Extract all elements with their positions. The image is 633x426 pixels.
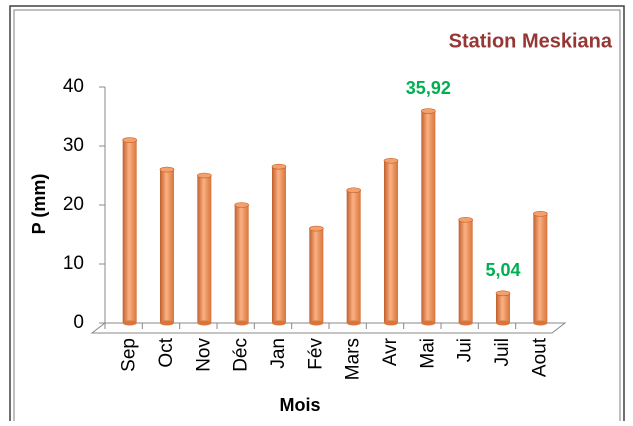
bar-top <box>458 216 473 223</box>
frame-inner <box>13 9 621 426</box>
bar-top <box>346 187 361 194</box>
bar <box>272 166 286 323</box>
bar-base <box>272 320 286 326</box>
bar-base <box>197 320 212 326</box>
bar-base <box>384 320 398 326</box>
bar <box>234 205 249 323</box>
x-tick-label: Jan <box>268 338 289 369</box>
bar-top <box>234 202 249 208</box>
bar-base <box>346 320 361 326</box>
bar-base <box>421 320 436 326</box>
bar-base <box>122 320 137 326</box>
x-tick-label: Nov <box>193 338 214 372</box>
x-tick-label: Fév <box>305 338 326 370</box>
bar-top <box>533 211 548 217</box>
y-axis-label: P (mm) <box>29 174 49 235</box>
bar-base <box>234 320 249 326</box>
y-tick-label: 10 <box>63 253 84 274</box>
bar-top <box>197 172 212 179</box>
y-tick-label: 30 <box>63 135 84 156</box>
x-tick-label: Aout <box>529 337 550 377</box>
y-tick-label: 20 <box>63 194 84 215</box>
bar-top <box>122 137 137 143</box>
x-tick-label: Jui <box>455 338 476 362</box>
bar <box>309 228 324 323</box>
x-tick-label: Sep <box>119 338 140 372</box>
value-label: 5,04 <box>485 260 520 280</box>
bar <box>496 293 510 323</box>
bar-base <box>533 320 548 326</box>
floor <box>90 322 567 334</box>
bar <box>421 111 436 324</box>
bar-top <box>271 163 287 170</box>
bar <box>458 219 473 323</box>
bar-base <box>309 320 324 326</box>
bar <box>122 140 137 323</box>
bar-base <box>160 320 174 326</box>
x-axis-label: Mois <box>279 395 320 415</box>
bar-base <box>496 320 510 326</box>
x-tick-label: Oct <box>156 337 177 367</box>
frame <box>9 5 625 426</box>
y-tick-label: 40 <box>63 76 84 97</box>
bar-top <box>495 290 511 297</box>
bar <box>346 190 361 323</box>
x-tick-label: Mars <box>343 338 364 380</box>
bar-top <box>421 108 436 114</box>
y-tick-label: 0 <box>73 312 84 333</box>
x-tick-label: Juil <box>492 338 513 367</box>
bar <box>197 175 212 323</box>
bar <box>160 169 174 323</box>
bar <box>384 160 398 323</box>
x-tick-label: Avr <box>380 337 401 366</box>
bar-base <box>458 320 473 326</box>
x-tick-label: Mai <box>417 338 438 369</box>
bar-top <box>159 166 175 173</box>
chart-title: Station Meskiana <box>449 30 613 52</box>
bar-top <box>383 157 399 164</box>
bar <box>533 213 548 323</box>
value-label: 35,92 <box>406 78 451 98</box>
x-tick-label: Déc <box>231 338 252 372</box>
bar-top <box>309 225 324 232</box>
